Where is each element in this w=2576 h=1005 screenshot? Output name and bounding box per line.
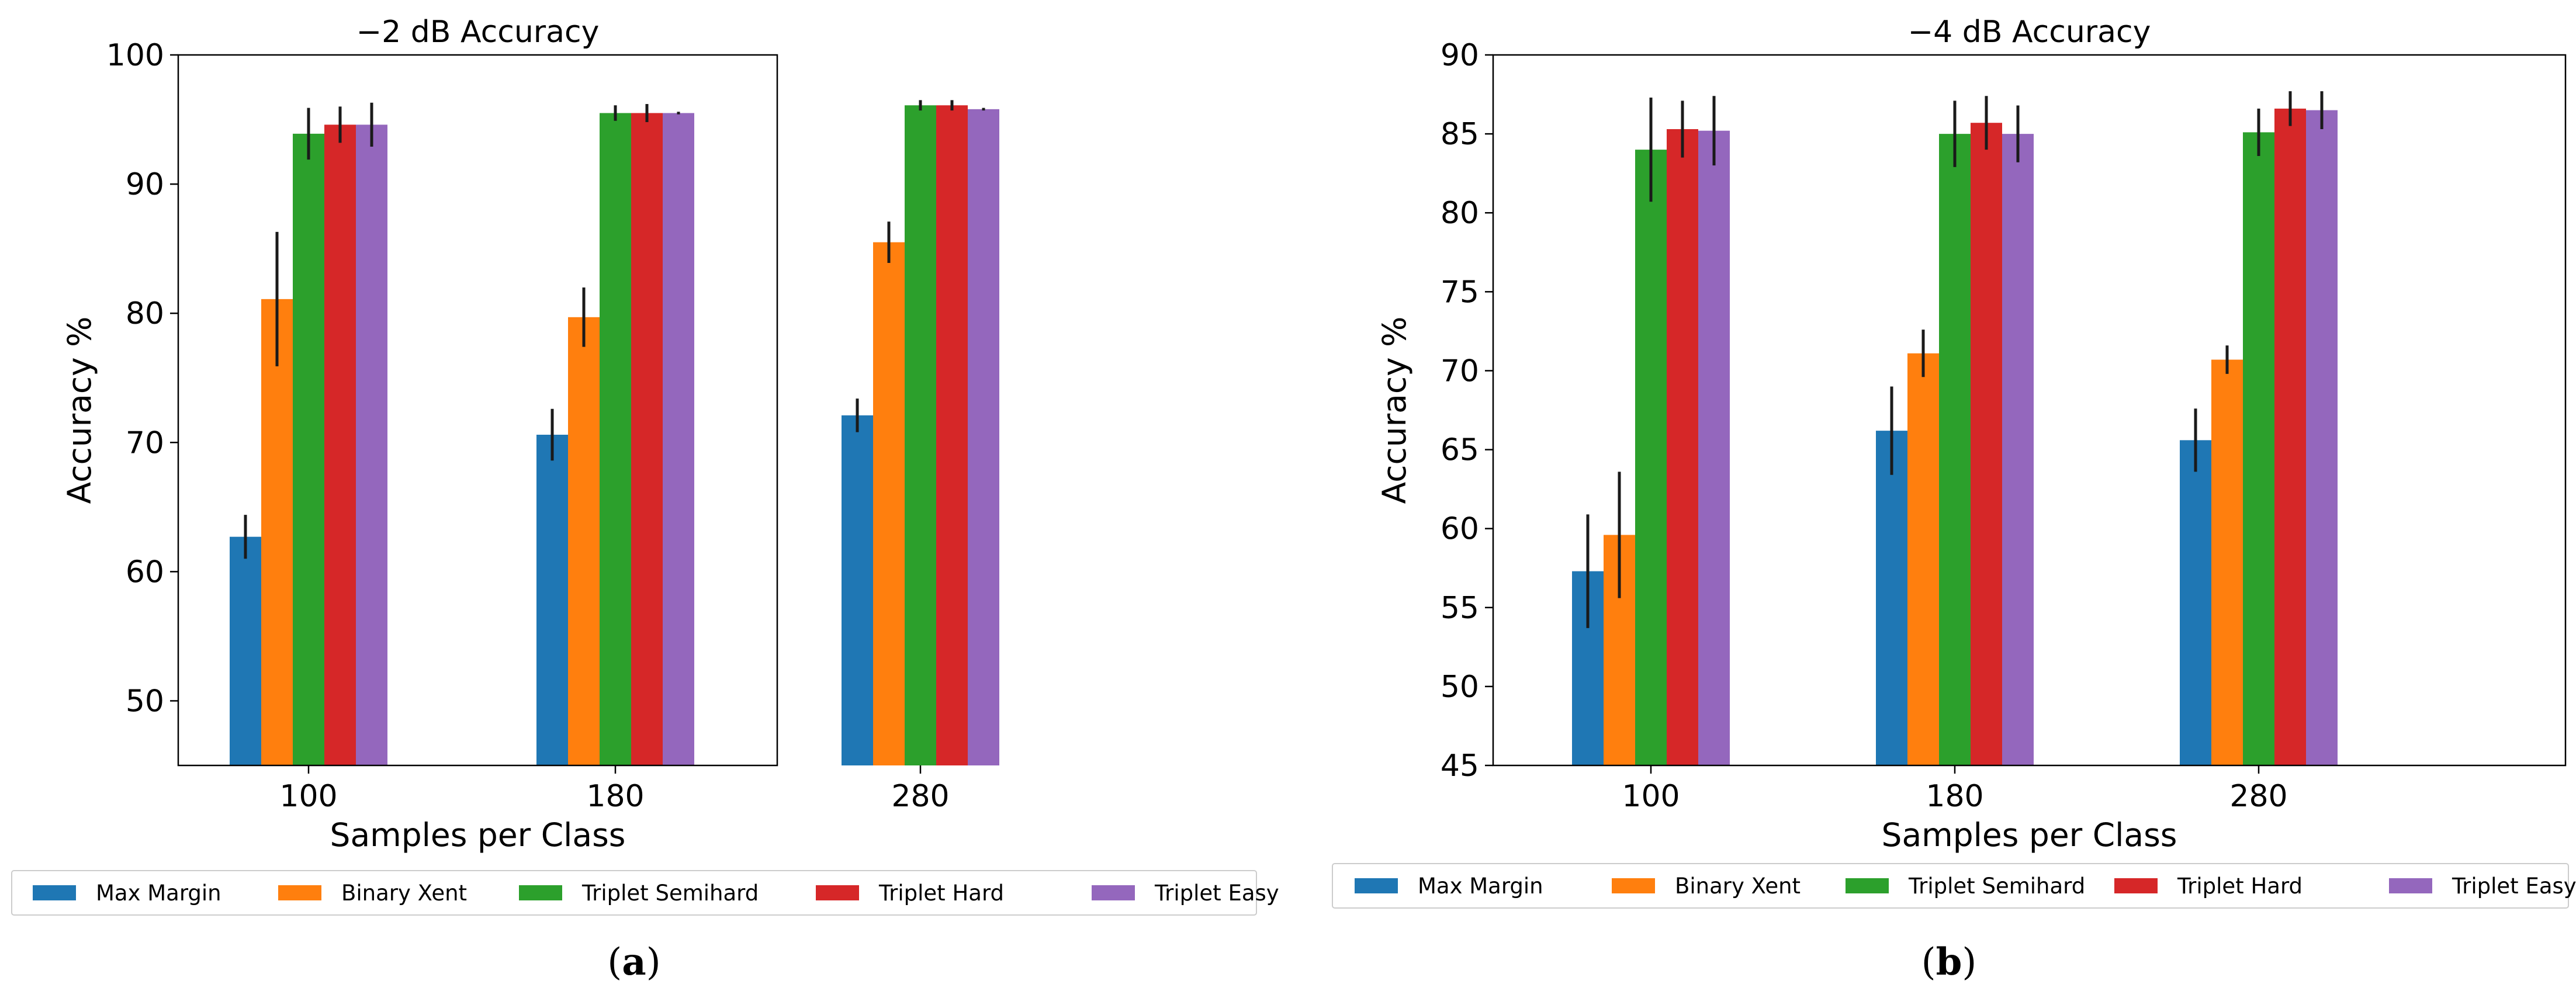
legend: Max Margin Binary Xent Triplet Semihard Tri… <box>1332 863 2576 909</box>
plot-frame <box>177 54 778 767</box>
bar-binary-xent-280 <box>2211 359 2243 765</box>
bar-triplet-easy-180 <box>663 113 694 765</box>
y-axis-label: Accuracy % <box>1376 317 1413 504</box>
bar-triplet-semihard-180 <box>1939 134 1971 766</box>
x-tick-label: 180 <box>586 779 644 814</box>
y-tick-label: 85 <box>1441 117 1479 152</box>
caption-close: ) <box>646 941 661 984</box>
x-tick-label: 100 <box>1622 779 1680 814</box>
bar-triplet-easy-100 <box>1698 130 1730 765</box>
bar-triplet-semihard-280 <box>2243 132 2274 765</box>
legend-label: Triplet Semihard <box>1908 874 2085 899</box>
legend-box <box>1332 863 2569 909</box>
legend-label: Max Margin <box>1418 874 1543 899</box>
legend-swatch-triplet-hard <box>816 885 859 900</box>
bar-triplet-hard-280 <box>2274 108 2306 766</box>
bar-triplet-hard-100 <box>1667 129 1698 766</box>
bar-max-margin-100 <box>230 536 261 765</box>
bar-triplet-hard-280 <box>936 105 968 765</box>
x-tick-label: 100 <box>279 779 337 814</box>
legend: Max Margin Binary Xent Triplet Semihard Tri… <box>11 870 1279 916</box>
x-axis-label: Samples per Class <box>1882 816 2177 854</box>
y-tick-label: 80 <box>126 296 164 331</box>
legend-label: Triplet Easy <box>1154 881 1279 906</box>
y-tick-label: 90 <box>1441 38 1479 73</box>
legend-label: Binary Xent <box>341 881 467 906</box>
caption-open: ( <box>1921 941 1936 984</box>
bar-max-margin-180 <box>536 435 568 765</box>
bar-triplet-easy-280 <box>968 109 999 766</box>
bar-triplet-hard-180 <box>631 113 663 765</box>
bar-triplet-easy-180 <box>2002 134 2034 766</box>
legend-label: Triplet Hard <box>2177 874 2303 899</box>
y-tick-label: 60 <box>126 555 164 590</box>
y-tick-label: 70 <box>1441 354 1479 389</box>
x-tick-label: 280 <box>891 779 949 814</box>
y-axis-label: Accuracy % <box>61 317 98 504</box>
legend-swatch-triplet-semihard <box>519 885 562 900</box>
chart-title: −2 dB Accuracy <box>356 15 600 50</box>
y-tick-label: 90 <box>126 167 164 202</box>
legend-label: Triplet Semihard <box>581 881 759 906</box>
legend-swatch-binary-xent <box>278 885 321 900</box>
panel-caption: (a) <box>607 940 660 984</box>
legend-swatch-max-margin <box>1355 878 1398 893</box>
legend-swatch-triplet-easy <box>1092 885 1135 900</box>
caption-open: ( <box>607 941 622 984</box>
y-tick-label: 70 <box>126 425 164 460</box>
y-tick-label: 80 <box>1441 196 1479 231</box>
caption-close: ) <box>1962 941 1976 984</box>
x-tick-label: 280 <box>2229 779 2287 814</box>
legend-swatch-triplet-hard <box>2114 878 2158 893</box>
bar-triplet-semihard-100 <box>293 133 324 765</box>
bar-triplet-semihard-100 <box>1635 150 1667 766</box>
bar-triplet-hard-100 <box>324 124 356 766</box>
legend-box <box>11 870 1257 916</box>
bar-triplet-easy-100 <box>356 124 387 766</box>
x-axis-label: Samples per Class <box>330 816 626 854</box>
bar-triplet-hard-180 <box>1971 123 2002 765</box>
bar-triplet-semihard-180 <box>600 113 631 765</box>
panel-caption: (b) <box>1921 940 1977 984</box>
y-tick-label: 45 <box>1441 748 1479 784</box>
chart-title: −4 dB Accuracy <box>1908 15 2151 50</box>
legend-label: Triplet Hard <box>878 881 1004 906</box>
bar-triplet-easy-280 <box>2306 110 2338 766</box>
legend-swatch-max-margin <box>33 885 76 900</box>
y-tick-label: 55 <box>1441 591 1479 626</box>
bar-triplet-semihard-280 <box>905 105 936 765</box>
caption-letter: b <box>1936 940 1962 984</box>
legend-swatch-triplet-semihard <box>1846 878 1889 893</box>
y-tick-label: 60 <box>1441 512 1479 547</box>
chart-panel-b: 45 50 55 60 65 70 75 80 85 90 100 180 280 −4 dB Accur… <box>1332 15 2576 984</box>
legend-swatch-triplet-easy <box>2389 878 2432 893</box>
legend-label: Max Margin <box>96 881 221 906</box>
bar-max-margin-280 <box>2180 440 2211 765</box>
bar-binary-xent-100 <box>261 299 293 765</box>
plot-frame <box>1492 54 2567 767</box>
legend-label: Binary Xent <box>1675 874 1801 899</box>
bar-binary-xent-180 <box>568 317 600 765</box>
y-tick-label: 50 <box>126 684 164 719</box>
y-tick-label: 100 <box>106 38 164 73</box>
bar-binary-xent-280 <box>873 242 905 766</box>
legend-swatch-binary-xent <box>1612 878 1655 893</box>
bar-binary-xent-180 <box>1907 353 1939 765</box>
bar-max-margin-280 <box>842 415 873 765</box>
legend-label: Triplet Easy <box>2452 874 2576 899</box>
y-tick-label: 65 <box>1441 433 1479 468</box>
bar-max-margin-180 <box>1876 431 1907 765</box>
y-tick-label: 50 <box>1441 670 1479 705</box>
caption-letter: a <box>622 940 646 984</box>
y-tick-label: 75 <box>1441 275 1479 310</box>
x-tick-label: 180 <box>1926 779 1983 814</box>
chart-panel-a: 50 60 70 80 90 100 100 180 280 −2 dB Accuracy Samp… <box>11 15 1279 984</box>
